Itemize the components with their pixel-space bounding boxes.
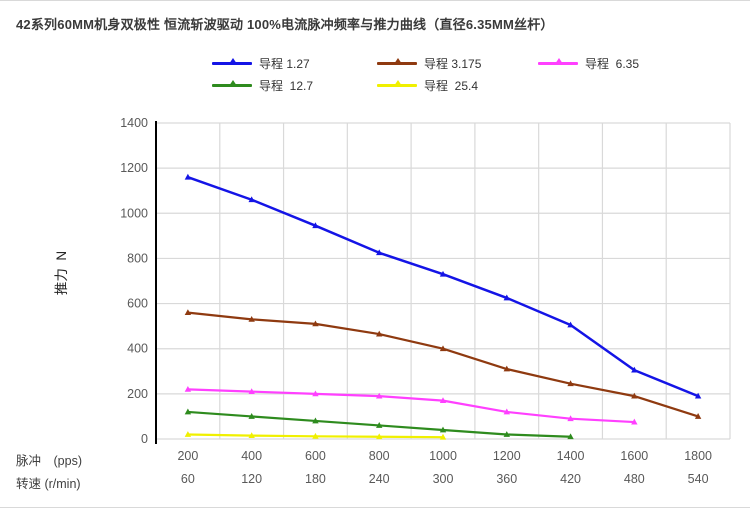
- series-line-0: [186, 175, 700, 398]
- x-tick-label-row1: 200: [177, 449, 198, 463]
- x-tick-label-row1: 1800: [684, 449, 712, 463]
- series-0-marker: [312, 222, 319, 229]
- y-tick-label: 1200: [120, 161, 148, 175]
- x-tick-label-row1: 800: [369, 449, 390, 463]
- series-1-marker: [376, 330, 383, 337]
- series-2-marker: [631, 418, 638, 425]
- series-3-marker: [503, 431, 510, 437]
- series-0-marker: [184, 173, 192, 180]
- series-2-marker: [567, 415, 574, 422]
- y-tick-label: 1000: [120, 206, 148, 220]
- series-2-marker: [376, 392, 383, 399]
- series-4-marker: [376, 433, 383, 440]
- y-tick-label: 0: [141, 432, 148, 446]
- series-2-marker: [312, 390, 319, 397]
- series-2-marker: [184, 385, 192, 392]
- series-2-marker: [503, 408, 510, 415]
- series-4-marker: [312, 432, 319, 439]
- x-tick-label-row2: 420: [560, 472, 581, 486]
- series-3-marker: [567, 433, 574, 440]
- x-tick-label-row2: 180: [305, 472, 326, 486]
- series-2-marker: [248, 388, 255, 394]
- series-1-marker: [312, 320, 319, 327]
- series-3-marker: [184, 408, 192, 415]
- series-1-marker: [184, 309, 192, 315]
- chart-title: 42系列60MM机身双极性 恒流斩波驱动 100%电流脉冲频率与推力曲线（直径6…: [16, 17, 554, 32]
- series-3-marker: [312, 417, 319, 424]
- series-3-marker: [248, 413, 255, 419]
- x-tick-label-row1: 600: [305, 449, 326, 463]
- x-tick-label-row1: 1000: [429, 449, 457, 463]
- x-tick-label-row2: 480: [624, 472, 645, 486]
- x-tick-label-row2: 360: [496, 472, 517, 486]
- x-tick-label-row1: 1200: [493, 449, 521, 463]
- x-tick-label-row2: 300: [433, 472, 454, 486]
- x-tick-label-row1: 400: [241, 449, 262, 463]
- x-tick-label-row2: 540: [688, 472, 709, 486]
- y-tick-label: 1400: [120, 116, 148, 130]
- x-tick-label-row1: 1400: [557, 449, 585, 463]
- y-tick-label: 800: [127, 251, 148, 265]
- series-1-marker: [439, 345, 447, 352]
- x-tick-label-row2: 120: [241, 472, 262, 486]
- x-axis-caption-rpm: 转速 (r/min): [16, 477, 81, 491]
- x-tick-label-row2: 60: [181, 472, 195, 486]
- series-1-marker: [567, 380, 574, 387]
- y-tick-label: 200: [127, 387, 148, 401]
- y-axis-title: 推力 N: [54, 250, 69, 296]
- series-0-marker: [631, 366, 638, 373]
- series-0-marker: [567, 321, 574, 328]
- series-2-marker: [439, 397, 447, 404]
- series-1-marker: [631, 392, 638, 399]
- series-3-marker: [376, 422, 383, 428]
- x-axis-caption-pps: 脉冲 (pps): [16, 454, 82, 468]
- x-tick-label-row1: 1600: [620, 449, 648, 463]
- series-1-marker: [248, 315, 255, 322]
- series-line-2: [186, 388, 636, 424]
- series-0-marker: [503, 294, 510, 301]
- series-4-marker: [184, 431, 192, 437]
- series-0-marker: [248, 196, 255, 203]
- series-3-marker: [439, 426, 447, 433]
- series-4-marker: [439, 433, 447, 440]
- series-0-marker: [376, 249, 383, 256]
- x-tick-label-row2: 240: [369, 472, 390, 486]
- series-0-marker: [694, 392, 702, 399]
- y-tick-label: 600: [127, 297, 148, 311]
- series-0-marker: [439, 270, 447, 277]
- series-1-marker: [503, 365, 510, 372]
- y-tick-label: 400: [127, 342, 148, 356]
- series-1-marker: [694, 413, 702, 419]
- series-4-marker: [248, 432, 255, 439]
